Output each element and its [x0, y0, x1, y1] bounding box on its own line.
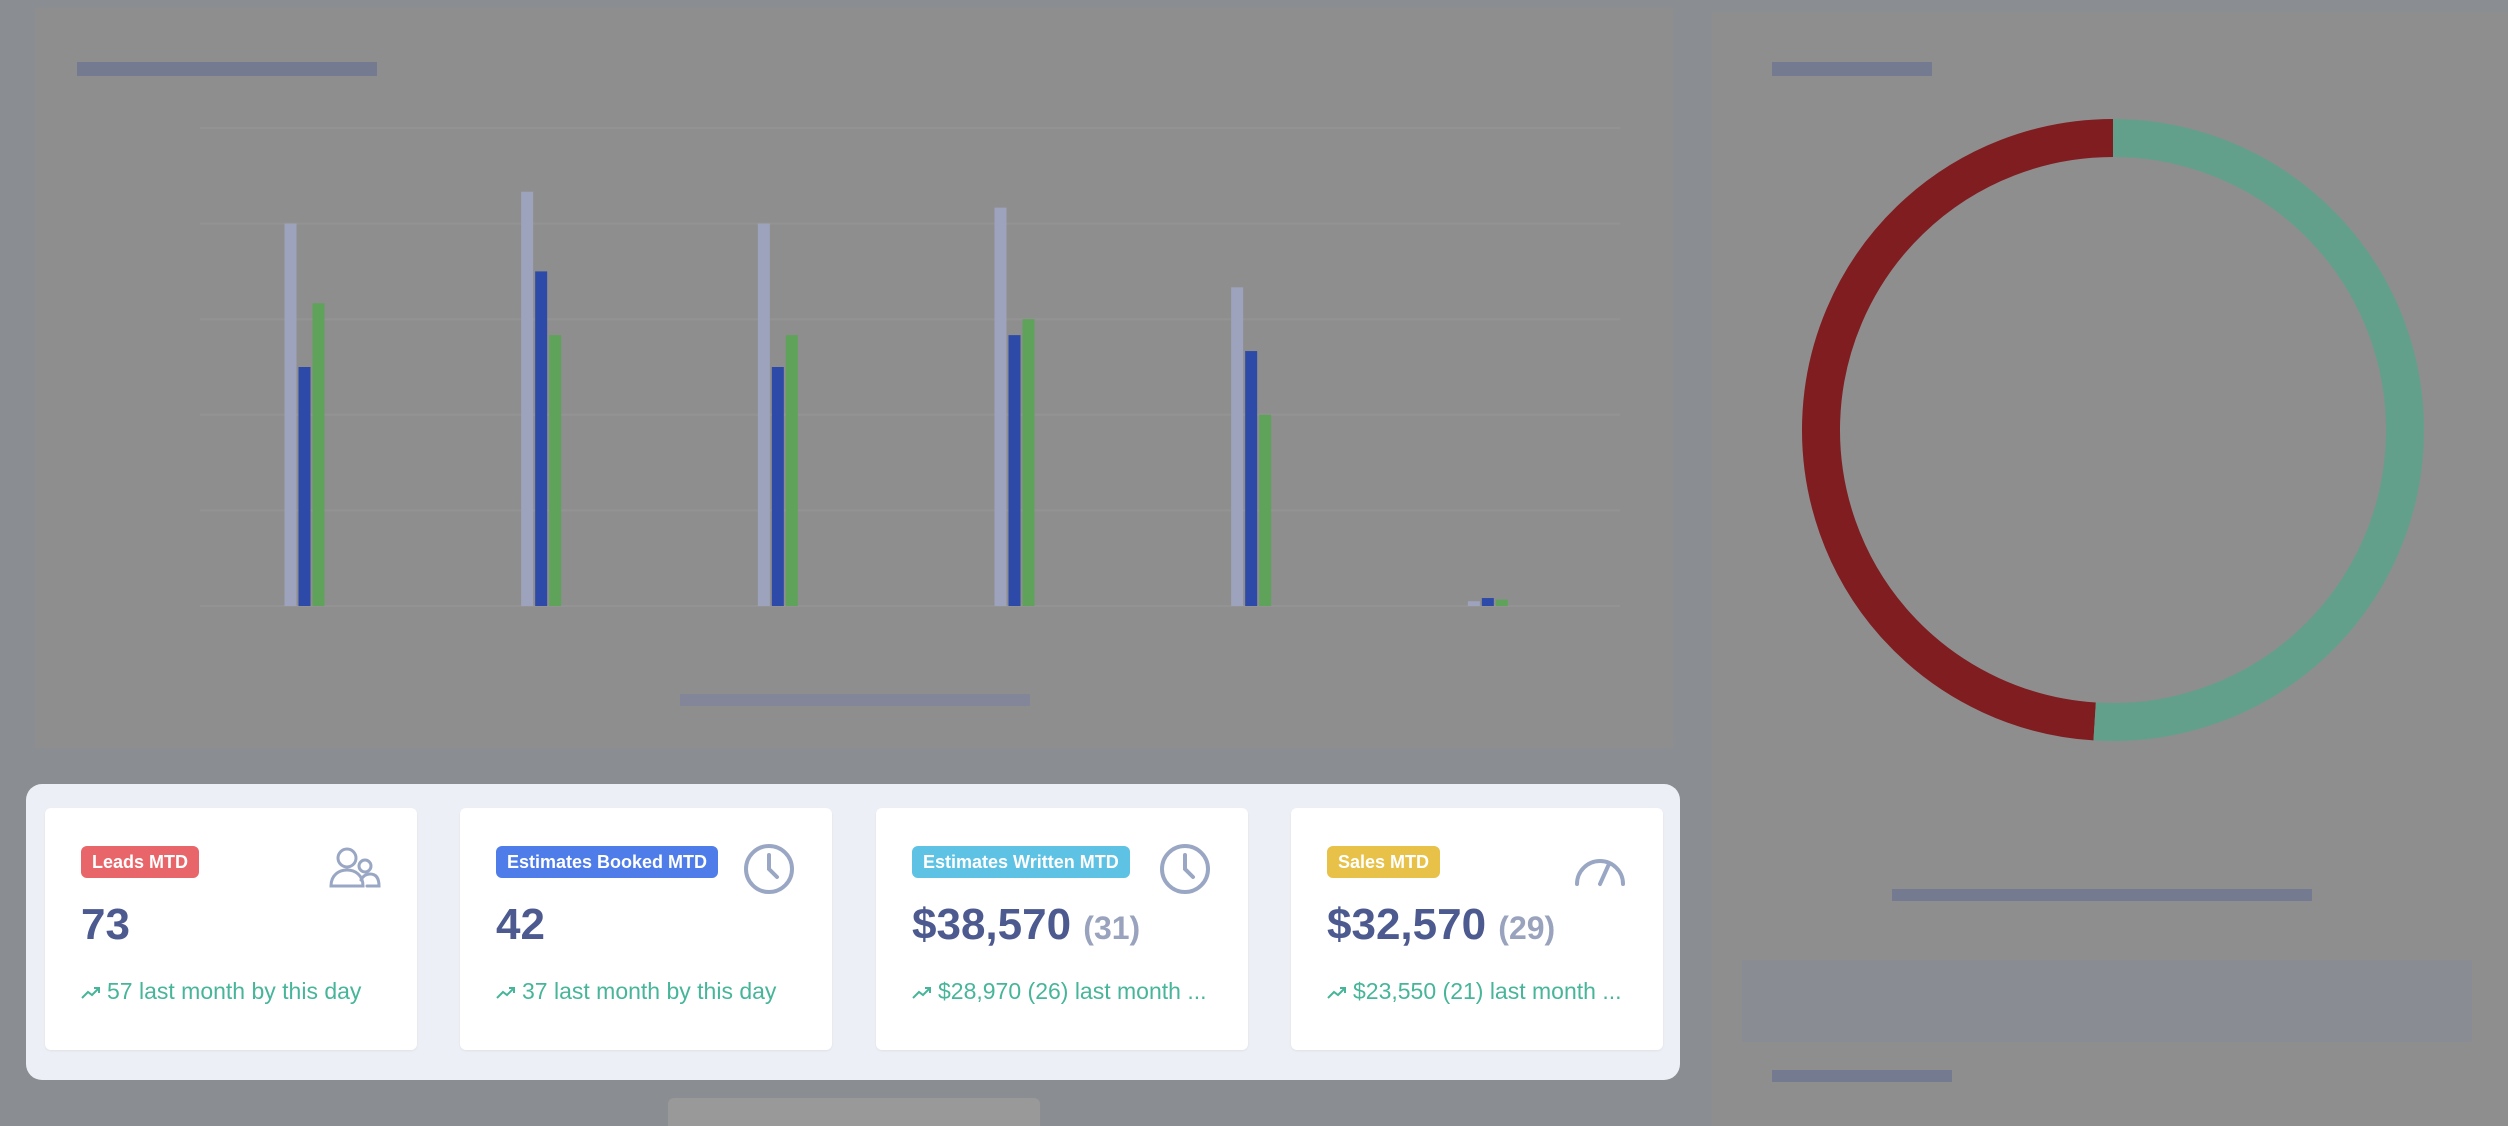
estimates-written-mtd-value: $38,570 (31) [912, 900, 1141, 949]
donut-table-text-obscured [1772, 1070, 1952, 1082]
estimates-written-mtd-trend: $28,970 (26) last month ... [912, 978, 1222, 1005]
bar [1231, 287, 1244, 606]
bar [298, 367, 311, 606]
estimates-written-mtd-card[interactable]: Estimates Written MTD $38,570 (31) $28,9… [876, 808, 1248, 1050]
bar [771, 367, 784, 606]
chart-legend-obscured [680, 694, 1030, 706]
bar [284, 223, 297, 606]
bar-chart [200, 127, 1620, 706]
bar [785, 335, 798, 606]
bar [549, 335, 562, 606]
bar [535, 271, 548, 606]
bar [1495, 599, 1508, 606]
leads-mtd-badge: Leads MTD [81, 846, 200, 878]
estimates-booked-mtd-value: 42 [496, 900, 545, 949]
bar [1022, 319, 1035, 606]
trending-up-icon [912, 986, 931, 999]
bar [1467, 601, 1480, 606]
donut-legend-obscured [1892, 889, 2312, 901]
estimates-booked-mtd-card[interactable]: Estimates Booked MTD 42 37 last month by… [460, 808, 832, 1050]
trending-up-icon [81, 986, 100, 999]
leads-mtd-value: 73 [81, 900, 130, 949]
donut-table-row [1742, 960, 2472, 1042]
estimates-booked-mtd-badge: Estimates Booked MTD [496, 846, 719, 878]
leads-mtd-card[interactable]: Leads MTD 73 57 last month by this day [45, 808, 417, 1050]
donut-slice [1802, 119, 2114, 741]
scroll-handle[interactable] [668, 1098, 1040, 1126]
sales-mtd-trend: $23,550 (21) last month ... [1327, 978, 1637, 1005]
bar [1008, 335, 1021, 606]
bar [757, 223, 770, 606]
sales-mtd-card[interactable]: Sales MTD $32,570 (29) $23,550 (21) last… [1291, 808, 1663, 1050]
trending-up-icon [496, 986, 515, 999]
estimates-booked-mtd-trend: 37 last month by this day [496, 978, 806, 1005]
bar [312, 303, 325, 606]
bar [1259, 414, 1272, 606]
bar [1245, 351, 1258, 606]
donut-slice [2093, 119, 2424, 741]
clock-icon [1156, 840, 1214, 898]
clock-icon [740, 840, 798, 898]
chart-title-obscured [77, 62, 377, 76]
bar [994, 207, 1007, 606]
leads-mtd-trend: 57 last month by this day [81, 978, 391, 1005]
bar-chart-panel [35, 8, 1673, 748]
bar [1481, 598, 1494, 606]
users-icon [325, 840, 383, 898]
estimates-written-mtd-badge: Estimates Written MTD [912, 846, 1130, 878]
sales-mtd-value: $32,570 (29) [1327, 900, 1556, 949]
donut-title-obscured [1772, 62, 1932, 76]
bar [521, 191, 534, 606]
sales-mtd-badge: Sales MTD [1327, 846, 1441, 878]
trending-up-icon [1327, 986, 1346, 999]
donut-chart-panel [1712, 12, 2508, 1126]
donut-chart [1802, 119, 2424, 741]
speedometer-icon [1571, 840, 1629, 898]
